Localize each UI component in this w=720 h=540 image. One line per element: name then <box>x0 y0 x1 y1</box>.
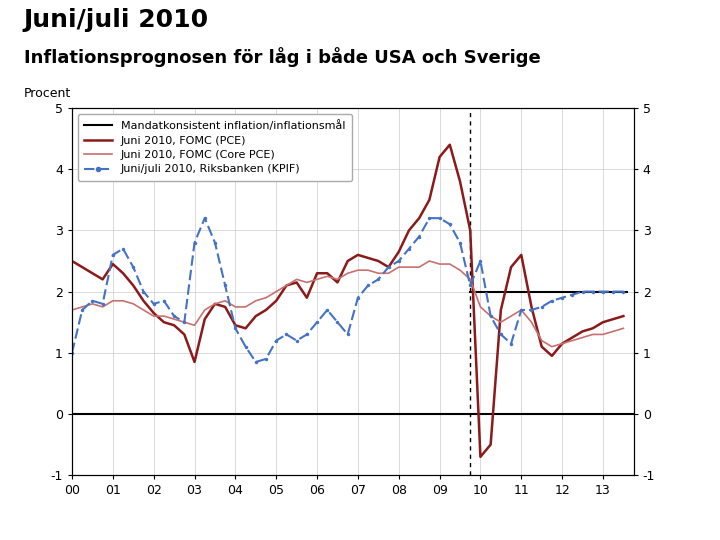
Text: Procent: Procent <box>24 87 71 100</box>
Text: SVERIGES
RIKSBANK: SVERIGES RIKSBANK <box>635 58 683 78</box>
Legend: Mandatkonsistent inflation/inflationsmål, Juni 2010, FOMC (PCE), Juni 2010, FOMC: Mandatkonsistent inflation/inflationsmål… <box>78 113 352 181</box>
Text: ✦ ✦ ✦: ✦ ✦ ✦ <box>644 29 674 39</box>
Text: Källor: Bureau of Economic Analysis, FOMC, Riksbanken och SCB: Källor: Bureau of Economic Analysis, FOM… <box>158 516 562 529</box>
Text: Inflationsprognosen för låg i både USA och Sverige: Inflationsprognosen för låg i både USA o… <box>24 46 541 66</box>
Text: Juni/juli 2010: Juni/juli 2010 <box>24 8 209 32</box>
